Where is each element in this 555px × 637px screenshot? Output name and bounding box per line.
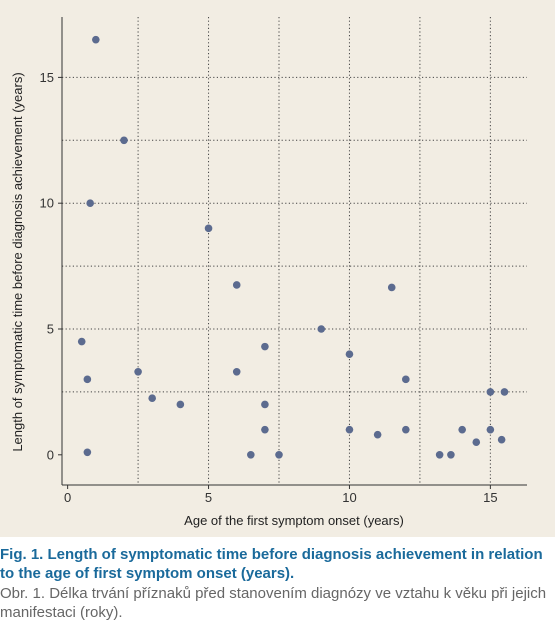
tick-labels: 0 5 10 15 0 5 10 15 <box>40 70 498 505</box>
data-point <box>486 388 495 396</box>
data-point <box>247 451 255 459</box>
scatter-chart: 0 5 10 15 0 5 10 15 Age of the first symptom on… <box>10 17 527 528</box>
data-point <box>86 199 94 207</box>
data-points <box>77 35 509 459</box>
data-point <box>387 283 396 292</box>
data-point <box>204 224 213 233</box>
y-tick-label: 5 <box>47 322 54 337</box>
data-point <box>402 375 410 384</box>
data-point <box>261 425 269 434</box>
x-tick-label: 15 <box>483 490 497 505</box>
axes <box>58 17 527 489</box>
data-point <box>120 136 128 145</box>
data-point <box>317 325 326 333</box>
data-point <box>373 430 382 439</box>
data-point <box>486 425 495 434</box>
data-point <box>83 375 92 384</box>
data-point <box>472 438 481 447</box>
data-point <box>345 350 354 358</box>
data-point <box>435 451 444 459</box>
caption-czech: Obr. 1. Délka trvání příznaků před stano… <box>0 585 547 621</box>
x-axis-title: Age of the first symptom onset (years) <box>184 513 404 528</box>
x-tick-label: 0 <box>64 490 71 505</box>
data-point <box>83 448 92 457</box>
data-point <box>92 35 100 44</box>
data-point <box>345 425 354 434</box>
x-tick-label: 5 <box>205 490 212 505</box>
figure-caption: Fig. 1. Length of symptomatic time befor… <box>0 545 555 622</box>
gridlines <box>62 17 527 485</box>
data-point <box>275 451 283 459</box>
data-point <box>176 400 185 409</box>
data-point <box>402 425 410 434</box>
data-point <box>232 367 241 376</box>
data-point <box>134 367 142 376</box>
y-axis-title: Length of symptomatic time before diagno… <box>10 72 25 451</box>
data-point <box>261 400 269 409</box>
data-point <box>232 281 241 289</box>
data-point <box>458 425 466 434</box>
y-tick-label: 10 <box>40 196 54 211</box>
y-tick-label: 0 <box>47 447 54 462</box>
data-point <box>148 394 156 402</box>
data-point <box>500 388 509 396</box>
data-point <box>261 342 269 351</box>
y-tick-label: 15 <box>40 70 54 85</box>
x-tick-label: 10 <box>342 490 356 505</box>
data-point <box>447 451 455 459</box>
data-point <box>77 337 86 346</box>
data-point <box>497 435 506 444</box>
figure-panel: 0 5 10 15 0 5 10 15 Age of the first symptom on… <box>0 0 555 537</box>
caption-english: Fig. 1. Length of symptomatic time befor… <box>0 546 543 582</box>
